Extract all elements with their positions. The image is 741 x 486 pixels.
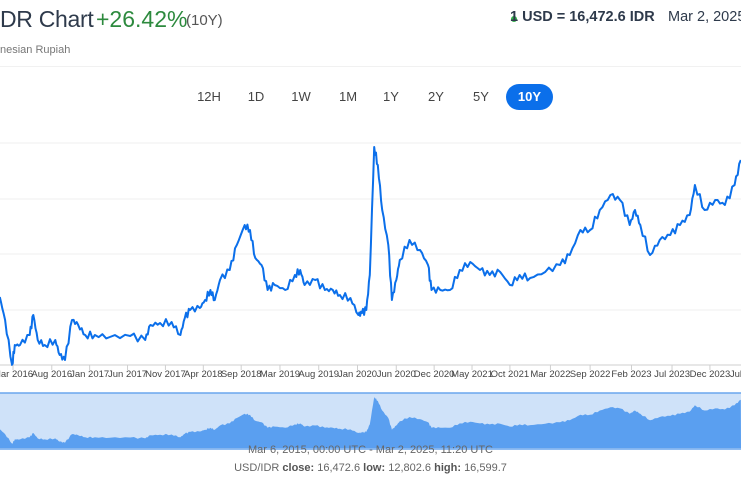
range-button-12h[interactable]: 12H [197, 89, 221, 104]
close-value: 16,472.6 [317, 462, 361, 474]
range-button-1w[interactable]: 1W [291, 89, 311, 104]
price-line [0, 146, 741, 366]
range-button-2y[interactable]: 2Y [428, 89, 444, 104]
range-button-10y[interactable]: 10Y [506, 84, 553, 110]
date-range: Mar 6, 2015, 00:00 UTC - Mar 2, 2025, 11… [248, 444, 493, 456]
high-value: 16,599.7 [464, 462, 507, 474]
x-tick-label: Jun 2017 [108, 369, 147, 380]
x-tick-label: Jul 2024 [730, 369, 741, 380]
x-tick-label: Jun 2020 [377, 369, 416, 380]
low-value: 12,802.6 [388, 462, 432, 474]
x-tick-label: May 2021 [451, 369, 493, 380]
x-tick-label: Aug 2016 [31, 369, 72, 380]
price-summary: USD/IDR close: 16,472.6 low: 12,802.6 hi… [0, 462, 741, 474]
low-label: low: [363, 462, 386, 474]
x-tick-label: Mar 2022 [530, 369, 570, 380]
navigator-area[interactable] [0, 397, 741, 448]
current-rate: 1 USD = 16,472.6 IDR [510, 9, 655, 25]
high-label: high: [434, 462, 461, 474]
x-tick-label: Jul 2023 [654, 369, 690, 380]
pair-label: USD/IDR [234, 462, 280, 474]
x-tick-label: Apr 2018 [184, 369, 223, 380]
header-divider [0, 66, 741, 67]
x-tick-label: Nov 2017 [145, 369, 186, 380]
x-tick-label: Jan 2020 [338, 369, 377, 380]
x-tick-label: Mar 2019 [260, 369, 300, 380]
range-button-1d[interactable]: 1D [247, 89, 265, 104]
change-period: (10Y) [186, 12, 223, 29]
range-button-5y[interactable]: 5Y [473, 89, 489, 104]
rate-text: 1 USD = 16,472.6 IDR [510, 9, 655, 25]
x-tick-label: Sep 2022 [570, 369, 611, 380]
x-tick-label: Aug 2019 [298, 369, 339, 380]
x-tick-label: Dec 2020 [414, 369, 455, 380]
rate-date: Mar 2, 2025 [668, 9, 741, 25]
range-button-1y[interactable]: 1Y [383, 89, 399, 104]
close-label: close: [282, 462, 315, 474]
range-button-1m[interactable]: 1M [338, 89, 358, 104]
x-tick-label: Feb 2023 [611, 369, 651, 380]
x-tick-label: Jan 2017 [70, 369, 109, 380]
x-tick-label: Dec 2023 [690, 369, 731, 380]
page-title: DR Chart [0, 6, 94, 32]
x-tick-label: Oct 2021 [491, 369, 530, 380]
percent-change: +26.42% [96, 6, 188, 32]
live-status-dot-icon [511, 16, 517, 22]
currency-subtitle: nesian Rupiah [0, 44, 71, 56]
x-tick-label: Mar 2016 [0, 369, 33, 380]
x-tick-label: Sep 2018 [221, 369, 262, 380]
